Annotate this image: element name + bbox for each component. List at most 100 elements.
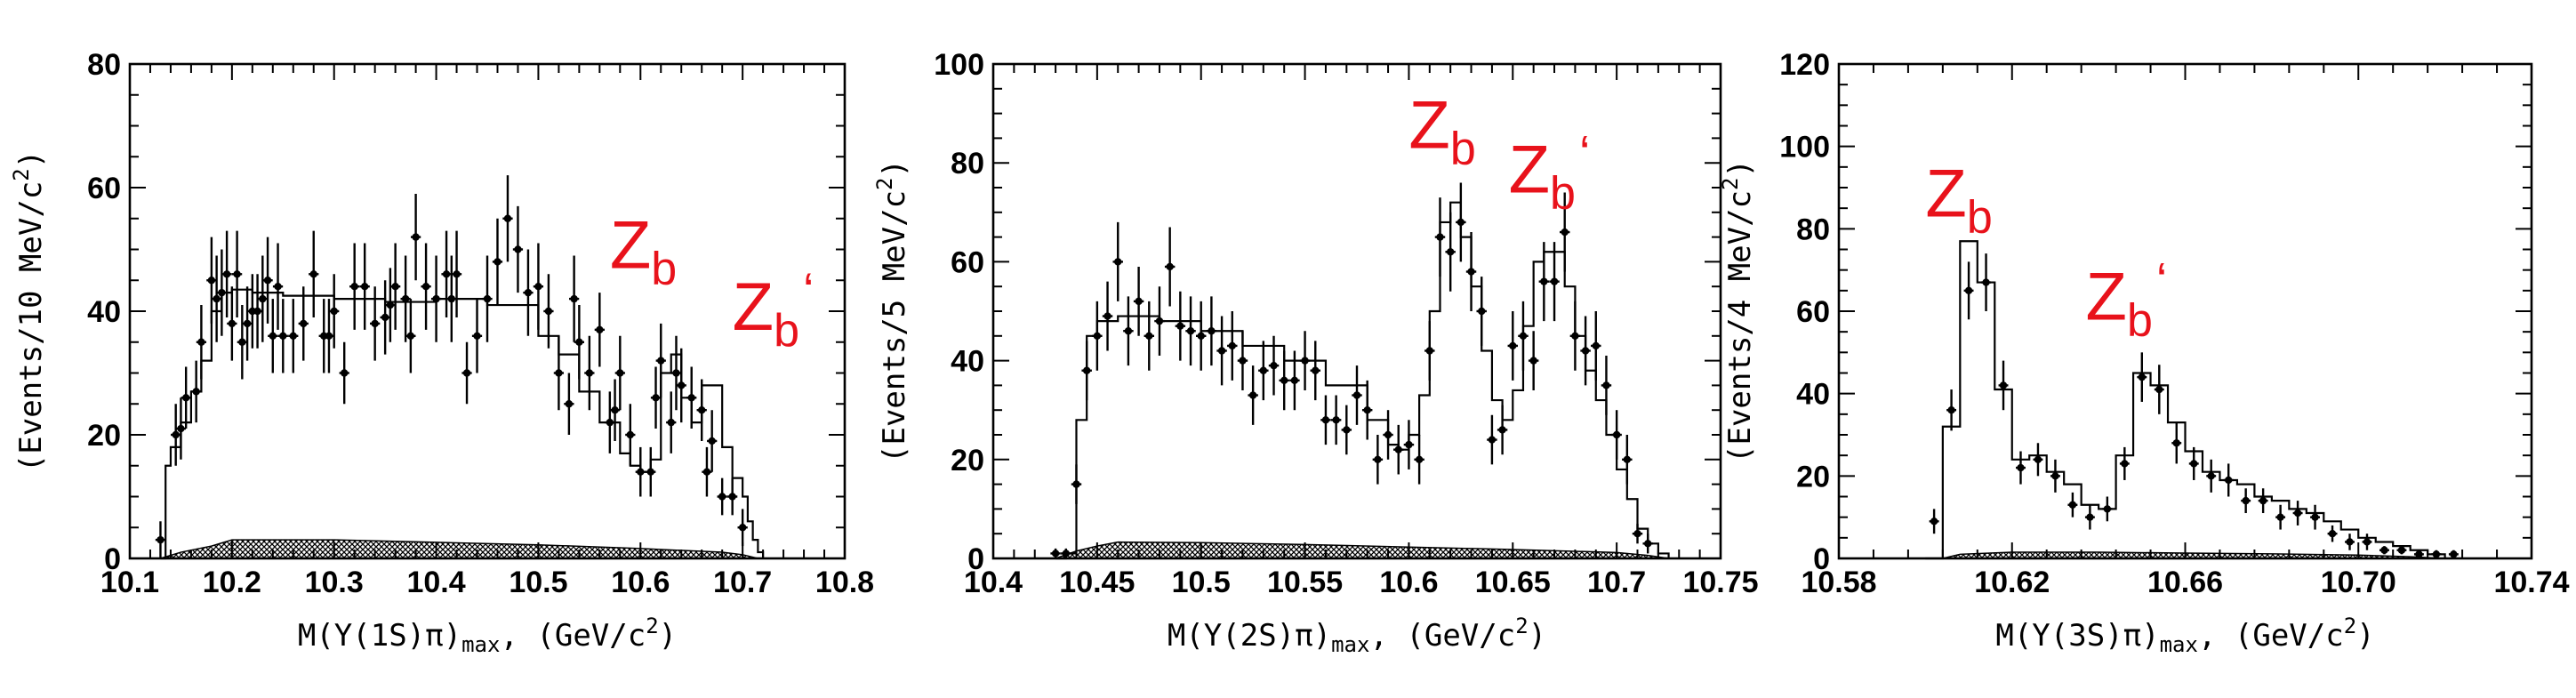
- data-point: [1632, 524, 1643, 544]
- data-marker: [2415, 550, 2423, 558]
- data-marker: [524, 288, 533, 297]
- data-marker: [1550, 277, 1559, 285]
- data-marker: [453, 270, 461, 278]
- data-marker: [1270, 361, 1278, 370]
- data-point: [2310, 504, 2321, 530]
- data-point: [410, 193, 421, 281]
- data-marker: [330, 307, 338, 316]
- data-point: [650, 366, 662, 429]
- x-tick-label: 10.62: [1974, 566, 2050, 599]
- data-marker: [2311, 513, 2319, 521]
- data-marker: [708, 437, 716, 445]
- data-marker: [1571, 332, 1579, 340]
- data-marker: [248, 307, 257, 316]
- data-marker: [544, 307, 553, 316]
- fit-histogram: [1055, 201, 1670, 560]
- data-point: [1414, 435, 1424, 485]
- data-marker: [222, 270, 231, 278]
- x-tick-label: 10.66: [2147, 566, 2223, 599]
- y-axis-label: (Events/10 MeV/c2): [9, 150, 49, 472]
- data-marker: [2363, 538, 2371, 546]
- data-marker: [606, 418, 614, 427]
- data-point: [2379, 546, 2389, 555]
- data-point: [686, 366, 697, 429]
- data-marker: [1467, 268, 1475, 276]
- data-marker: [1384, 430, 1392, 439]
- data-point: [1185, 296, 1196, 366]
- data-marker: [1072, 480, 1080, 488]
- x-tick-label: 10.5: [1172, 566, 1231, 599]
- x-tick-label: 10.7: [713, 566, 772, 599]
- data-marker: [172, 430, 180, 439]
- data-point: [349, 243, 360, 330]
- data-point: [1591, 311, 1601, 381]
- data-point: [421, 243, 431, 330]
- data-point: [605, 391, 615, 453]
- data-marker: [2293, 509, 2302, 517]
- data-point: [553, 335, 565, 411]
- data-marker: [1093, 332, 1102, 340]
- data-marker: [565, 400, 574, 408]
- data-marker: [259, 294, 267, 303]
- data-point: [1929, 509, 1939, 534]
- data-point: [1175, 291, 1186, 361]
- data-marker: [192, 388, 200, 396]
- data-marker: [197, 338, 205, 346]
- data-marker: [360, 283, 369, 291]
- data-point: [1071, 464, 1082, 504]
- x-tick-label: 10.55: [1267, 566, 1343, 599]
- data-marker: [1145, 332, 1153, 340]
- x-axis-label: M(Y(2S)π)max, (GeV/c2): [1168, 614, 1546, 657]
- data-marker: [596, 325, 604, 334]
- data-point: [666, 391, 677, 453]
- data-point: [1195, 301, 1207, 371]
- y-tick-label: 120: [1779, 48, 1830, 82]
- data-marker: [657, 357, 665, 365]
- data-marker: [1478, 307, 1486, 316]
- data-marker: [1321, 416, 1330, 424]
- data-point: [737, 509, 748, 547]
- data-marker: [1312, 366, 1320, 374]
- data-marker: [1415, 455, 1424, 463]
- data-point: [196, 305, 207, 380]
- data-point: [1487, 414, 1497, 465]
- data-marker: [1488, 436, 1497, 444]
- data-marker: [494, 258, 502, 266]
- data-marker: [738, 524, 747, 532]
- y-tick-label: 0: [1813, 542, 1830, 576]
- data-point: [569, 255, 580, 342]
- y-axis-label: (Events/4 MeV/c2): [1718, 159, 1758, 463]
- data-point: [461, 341, 472, 405]
- data-point: [1998, 360, 2009, 411]
- data-point: [2345, 534, 2355, 550]
- data-marker: [243, 319, 252, 328]
- data-marker: [177, 424, 185, 433]
- data-marker: [381, 313, 389, 322]
- data-marker: [1332, 416, 1340, 424]
- data-point: [339, 341, 349, 405]
- data-point: [1164, 227, 1176, 307]
- data-point: [1601, 356, 1612, 415]
- data-point: [2241, 488, 2251, 514]
- data-point: [1445, 212, 1456, 292]
- data-marker: [1592, 341, 1600, 350]
- data-marker: [279, 332, 287, 340]
- data-marker: [585, 369, 594, 377]
- data-marker: [667, 418, 675, 427]
- data-point: [1497, 405, 1508, 455]
- data-point: [1279, 350, 1289, 411]
- data-marker: [503, 214, 512, 222]
- data-point: [175, 397, 187, 460]
- data-point: [206, 237, 217, 324]
- data-marker: [2068, 501, 2077, 509]
- data-marker: [1519, 332, 1528, 340]
- data-marker: [253, 307, 261, 316]
- data-marker: [1217, 347, 1226, 355]
- data-marker: [442, 270, 451, 278]
- data-point: [1528, 331, 1539, 390]
- data-marker: [1964, 286, 1973, 295]
- data-point: [635, 446, 646, 497]
- chart-panel-3: 10.58 10.62 10.66 10.70 10.74 0 20 40 60 80 100 120…: [1718, 48, 2570, 657]
- data-marker: [228, 319, 237, 328]
- data-marker: [269, 332, 277, 340]
